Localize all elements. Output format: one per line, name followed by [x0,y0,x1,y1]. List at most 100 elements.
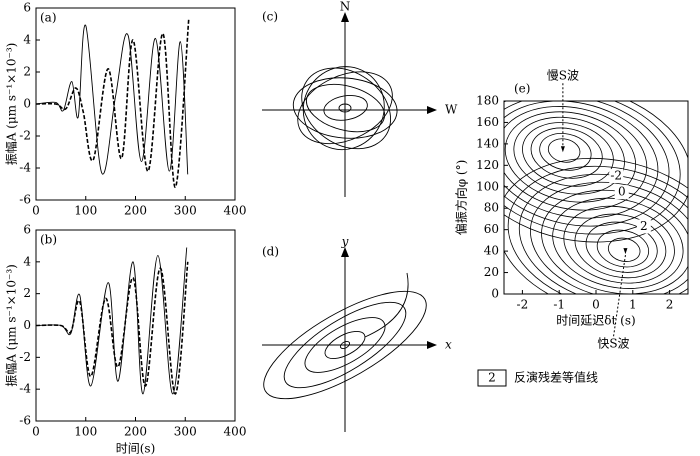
y-tick-label: 2 [23,65,31,79]
waveform [35,24,189,175]
x-tick-label: 0 [32,204,40,218]
x-axis-label: 时间(s) [116,442,156,456]
waveform [35,19,190,189]
x-tick-label: 0 [592,298,600,312]
y-tick-label: 6 [23,223,31,237]
particle-orbit [302,66,385,151]
level-label-bg [614,185,629,200]
particle-orbit [297,71,393,145]
y-tick-label: -4 [19,382,31,396]
particle-orbit [304,317,386,373]
contour-level-label: 2 [640,219,648,233]
panel-title: (c) [262,10,278,24]
contour-line [504,106,648,211]
contour-line [504,101,670,227]
minimum-marker [560,146,565,153]
y-tick-label: 180 [476,94,499,108]
y-tick-label: 100 [476,179,499,193]
contour-line [504,101,659,219]
legend-box [477,369,507,387]
y-tick-label: 140 [476,136,499,150]
y-tick-label: -6 [19,414,31,428]
waveform [35,247,188,395]
x-tick-label: 1 [629,298,637,312]
x-tick-label: 400 [224,204,247,218]
x-tick-label: -2 [517,298,529,312]
y-tick-label: 80 [484,201,499,215]
y-tick-label: 0 [23,318,31,332]
contour-line [530,127,603,179]
legend-label: 反演残差等值线 [514,370,598,385]
level-label-bg [636,219,651,234]
particle-orbit [338,103,352,113]
arrow [427,341,437,349]
contour-line [504,111,637,203]
x-tick-label: 200 [124,425,147,439]
x-tick-label: 100 [74,204,97,218]
particle-orbit [301,67,392,150]
plot-frame [35,229,236,422]
waveform [35,261,189,395]
leader-line [612,255,626,338]
contour-line [552,197,684,289]
contour-level-label: -2 [610,169,622,183]
contour-line [504,101,681,235]
panel-title: (b) [40,233,57,247]
particle-orbit [323,94,368,121]
x-axis-label: 时间延迟δt (s) [556,314,635,328]
annotation: 慢S波 [547,69,579,83]
x-tick-label: 200 [124,204,147,218]
y-axis-label: 振幅A (μm s⁻¹×10⁻³) [4,264,19,387]
contour-line [563,205,675,284]
y-tick-label: 20 [484,265,499,279]
x-tick-label: 2 [666,298,674,312]
y-tick-label: 4 [23,33,31,47]
panel-title: (a) [40,11,57,25]
y-tick-label: 2 [23,286,31,300]
contour-line [507,165,688,294]
contour-line [596,229,650,268]
contour-level-label: 0 [618,185,626,199]
contour-line [585,221,658,273]
contour-line [574,213,667,279]
axis-name: N [340,0,351,14]
contour-line [504,157,688,294]
minimum-marker [623,248,628,255]
x-tick-label: -1 [553,298,565,312]
y-axis-label: 偏振方向φ (°) [454,160,469,236]
legend-sample: 2 [488,371,496,385]
x-tick-label: 300 [174,204,197,218]
y-tick-label: -4 [19,161,31,175]
y-axis-label: 振幅A (μm s⁻¹×10⁻³) [4,43,19,166]
contour-line [607,237,641,262]
arrow [341,247,349,257]
y-tick-label: 0 [491,287,499,301]
particle-orbit [364,272,409,338]
particle-orbit [283,301,407,389]
particle-orbit [263,290,427,400]
particle-orbit [339,340,351,350]
y-tick-label: 6 [23,1,31,15]
y-tick-label: -2 [19,129,31,143]
contour-line [513,116,625,195]
y-tick-label: 40 [484,244,499,258]
arrow [427,106,437,114]
x-tick-label: 0 [32,425,40,439]
axis-name: x [445,338,452,352]
x-tick-label: 400 [224,425,247,439]
y-tick-label: 160 [476,115,499,129]
y-tick-label: -2 [19,350,31,364]
contour-line [518,173,688,294]
particle-orbit [324,330,366,360]
axis-name: y [341,235,349,249]
contour-line [547,138,581,163]
y-tick-label: 60 [484,222,499,236]
panel-title: (d) [262,245,279,259]
axis-name: W [445,103,458,117]
y-tick-label: -6 [19,193,31,207]
panel-title: (e) [514,82,530,96]
contours [504,101,688,294]
contour-line [530,181,688,294]
